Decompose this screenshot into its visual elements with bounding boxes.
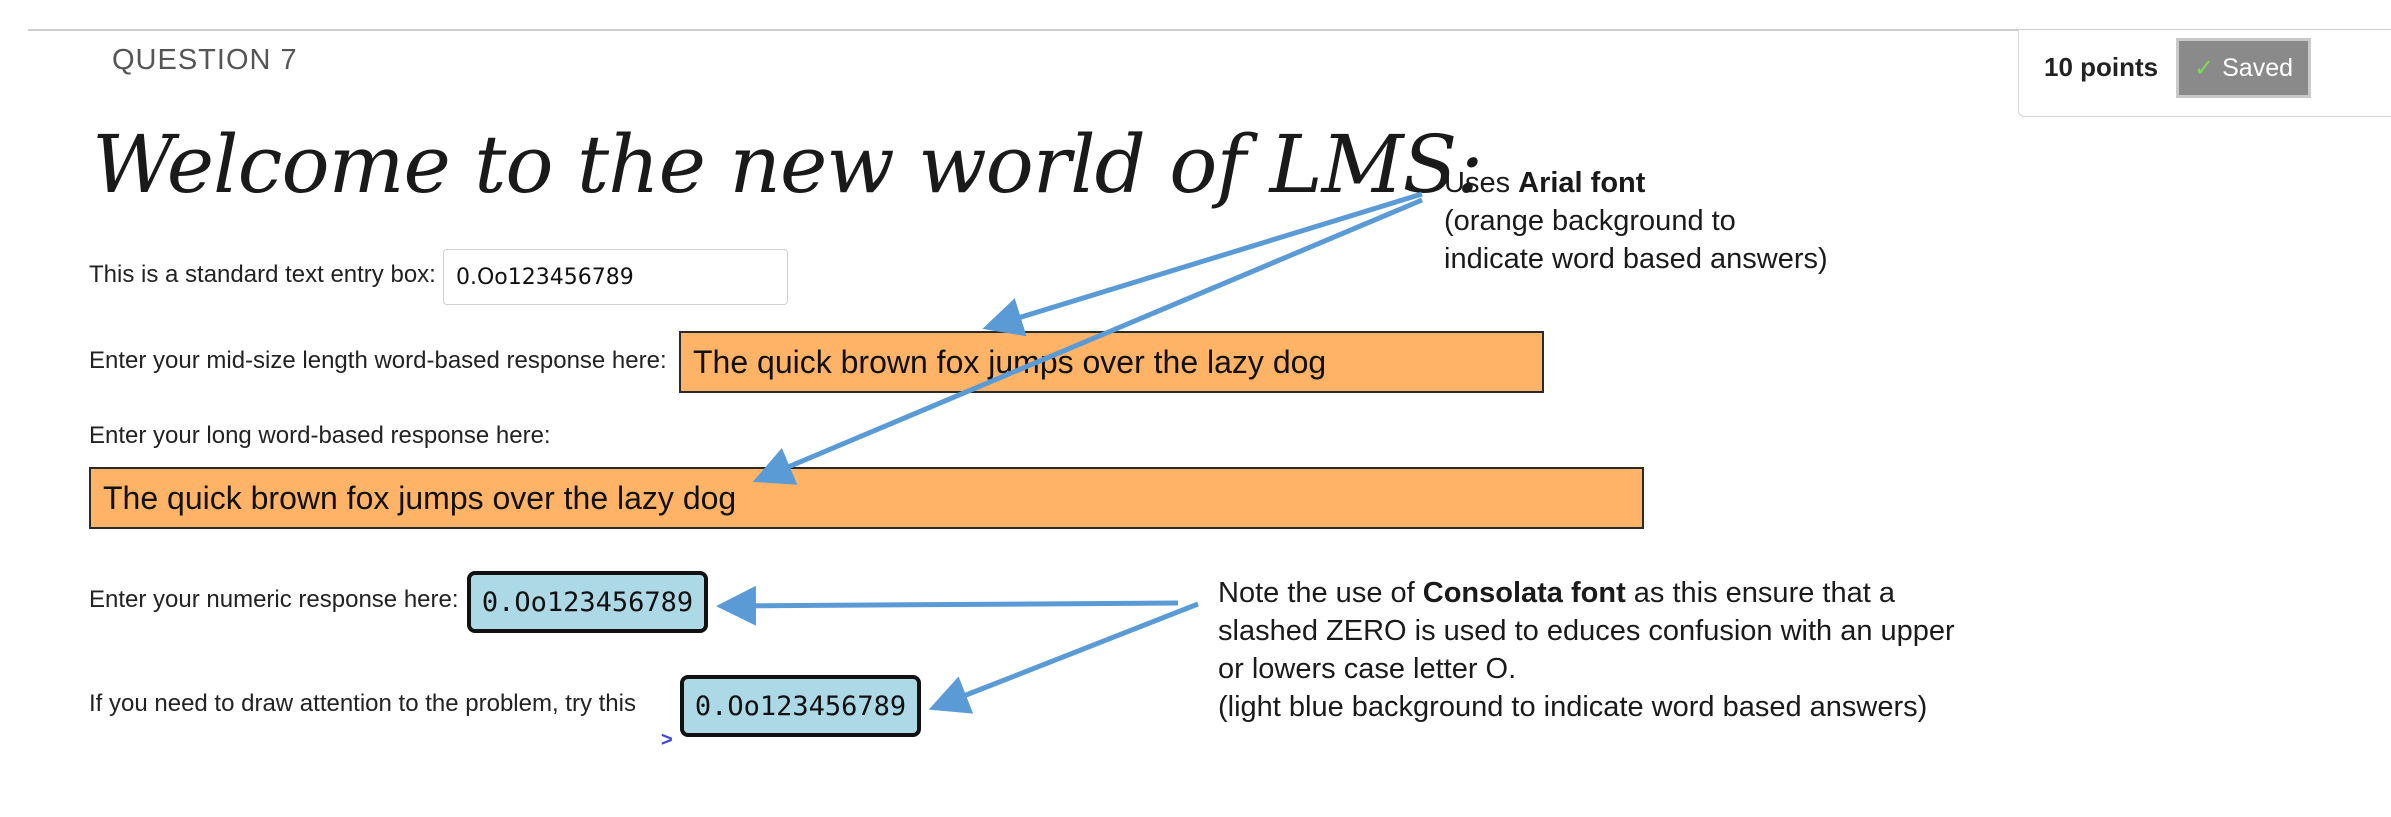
top-divider <box>28 29 2391 31</box>
arial-note-line2: (orange background to <box>1444 205 1736 237</box>
midsize-field-label: Enter your mid-size length word-based re… <box>89 347 667 374</box>
arrow-to-attention-input <box>928 601 1199 714</box>
attention-numeric-input[interactable]: 0.Oo123456789 <box>680 675 921 737</box>
check-icon: ✓ <box>2194 54 2215 82</box>
attention-numeric-value: 0.Oo123456789 <box>694 690 907 722</box>
arial-note: Uses Arial font (orange background to in… <box>1444 164 1828 278</box>
consolata-note-line2: slashed ZERO is used to educes confusion… <box>1218 615 1955 647</box>
standard-text-value: 0.Oo123456789 <box>456 264 634 290</box>
standard-field-label: This is a standard text entry box: <box>89 261 436 288</box>
consolata-note-line1: Note the use of Consolata font as this e… <box>1218 577 1895 609</box>
consolata-note-line3: or lowers case letter O. <box>1218 653 1517 685</box>
question-number: QUESTION 7 <box>112 44 298 76</box>
numeric-value: 0.Oo123456789 <box>481 586 694 618</box>
arrow-to-numeric-input <box>716 585 1179 626</box>
midsize-text-input[interactable]: The quick brown fox jumps over the lazy … <box>679 331 1544 393</box>
numeric-field-label: Enter your numeric response here: <box>89 586 459 613</box>
standard-text-input[interactable]: 0.Oo123456789 <box>443 249 788 305</box>
long-text-value: The quick brown fox jumps over the lazy … <box>103 479 737 516</box>
arrow-to-midsize-input <box>982 191 1423 337</box>
saved-button[interactable]: ✓ Saved <box>2176 38 2311 98</box>
long-text-input[interactable]: The quick brown fox jumps over the lazy … <box>89 467 1644 529</box>
arial-note-line3: indicate word based answers) <box>1444 243 1828 275</box>
consolata-note: Note the use of Consolata font as this e… <box>1218 574 1955 726</box>
long-field-label: Enter your long word-based response here… <box>89 422 551 449</box>
points-label: 10 points <box>2044 52 2159 82</box>
consolata-note-line4: (light blue background to indicate word … <box>1218 691 1928 723</box>
midsize-text-value: The quick brown fox jumps over the lazy … <box>693 343 1327 380</box>
saved-label: Saved <box>2222 53 2293 82</box>
numeric-input[interactable]: 0.Oo123456789 <box>467 571 708 633</box>
arial-note-line1: Uses Arial font <box>1444 167 1646 199</box>
caret-marker: > <box>661 729 673 751</box>
attention-field-label: If you need to draw attention to the pro… <box>89 690 636 717</box>
page-title: Welcome to the new world of LMS: <box>92 118 1483 211</box>
